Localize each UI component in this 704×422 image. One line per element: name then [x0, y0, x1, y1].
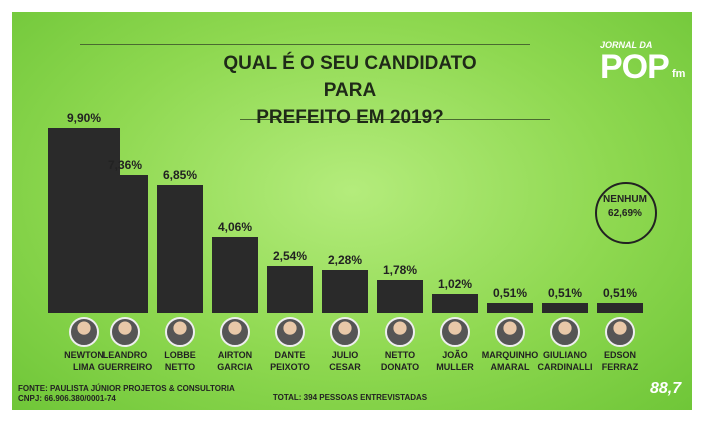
- value-label: 2,28%: [327, 253, 363, 268]
- value-label: 9,90%: [66, 110, 102, 125]
- avatar: [385, 317, 415, 347]
- total: TOTAL: 394 PESSOAS ENTREVISTADAS: [272, 393, 428, 402]
- avatar: [69, 317, 99, 347]
- value-label: 7,36%: [107, 158, 143, 173]
- x-tick-label: GIULIANO CARDINALLI: [537, 350, 593, 372]
- x-tick-label: DANTE PEIXOTO: [270, 350, 310, 372]
- bar: [597, 303, 643, 313]
- value-label: 0,51%: [547, 286, 583, 301]
- rule: [240, 119, 550, 120]
- bar: [267, 265, 313, 313]
- x-tick-label: EDSON FERRAZ: [601, 350, 639, 372]
- logo-top: JORNAL DA: [600, 40, 653, 50]
- bar: [102, 175, 148, 313]
- x-tick-label: JULIO CESAR: [329, 350, 361, 372]
- value-label: 1,02%: [437, 276, 473, 291]
- bar: [322, 270, 368, 313]
- avatar: [440, 317, 470, 347]
- source: FONTE: PAULISTA JÚNIOR PROJETOS & CONSUL…: [18, 384, 235, 403]
- x-tick-label: LEANDRO GUERREIRO: [97, 350, 153, 372]
- avatar: [330, 317, 360, 347]
- annotation: NENHUM 62,69%: [603, 194, 647, 219]
- bar: [432, 293, 478, 313]
- avatar: [275, 317, 305, 347]
- avatar: [110, 317, 140, 347]
- annotation-circle: [595, 182, 657, 244]
- value-label: 1,78%: [382, 262, 418, 277]
- bar: [542, 303, 588, 313]
- logo-suffix: fm: [672, 68, 686, 80]
- value-label: 2,54%: [272, 248, 308, 263]
- bar: [487, 303, 533, 313]
- avatar: [165, 317, 195, 347]
- x-tick-label: AIRTON GARCIA: [217, 350, 253, 372]
- value-label: 4,06%: [217, 220, 253, 235]
- avatar: [220, 317, 250, 347]
- x-tick-label: JOÃO MULLER: [436, 350, 474, 372]
- x-tick-label: NEWTON LIMA: [64, 350, 104, 372]
- logo-main: POP: [600, 48, 670, 86]
- avatar: [605, 317, 635, 347]
- bar: [212, 237, 258, 313]
- x-tick-label: LOBBE NETTO: [164, 350, 196, 372]
- value-label: 6,85%: [162, 167, 198, 182]
- chart-title: QUAL É O SEU CANDIDATO PARA PREFEITO EM …: [223, 53, 477, 128]
- station-logo: 88,7: [650, 380, 682, 397]
- rule: [80, 44, 530, 45]
- value-label: 0,51%: [602, 286, 638, 301]
- bar: [157, 184, 203, 313]
- avatar: [495, 317, 525, 347]
- x-tick-label: NETTO DONATO: [380, 350, 420, 372]
- avatar: [550, 317, 580, 347]
- bar: [377, 279, 423, 313]
- x-tick-label: MARQUINHO AMARAL: [481, 350, 539, 372]
- value-label: 0,51%: [492, 286, 528, 301]
